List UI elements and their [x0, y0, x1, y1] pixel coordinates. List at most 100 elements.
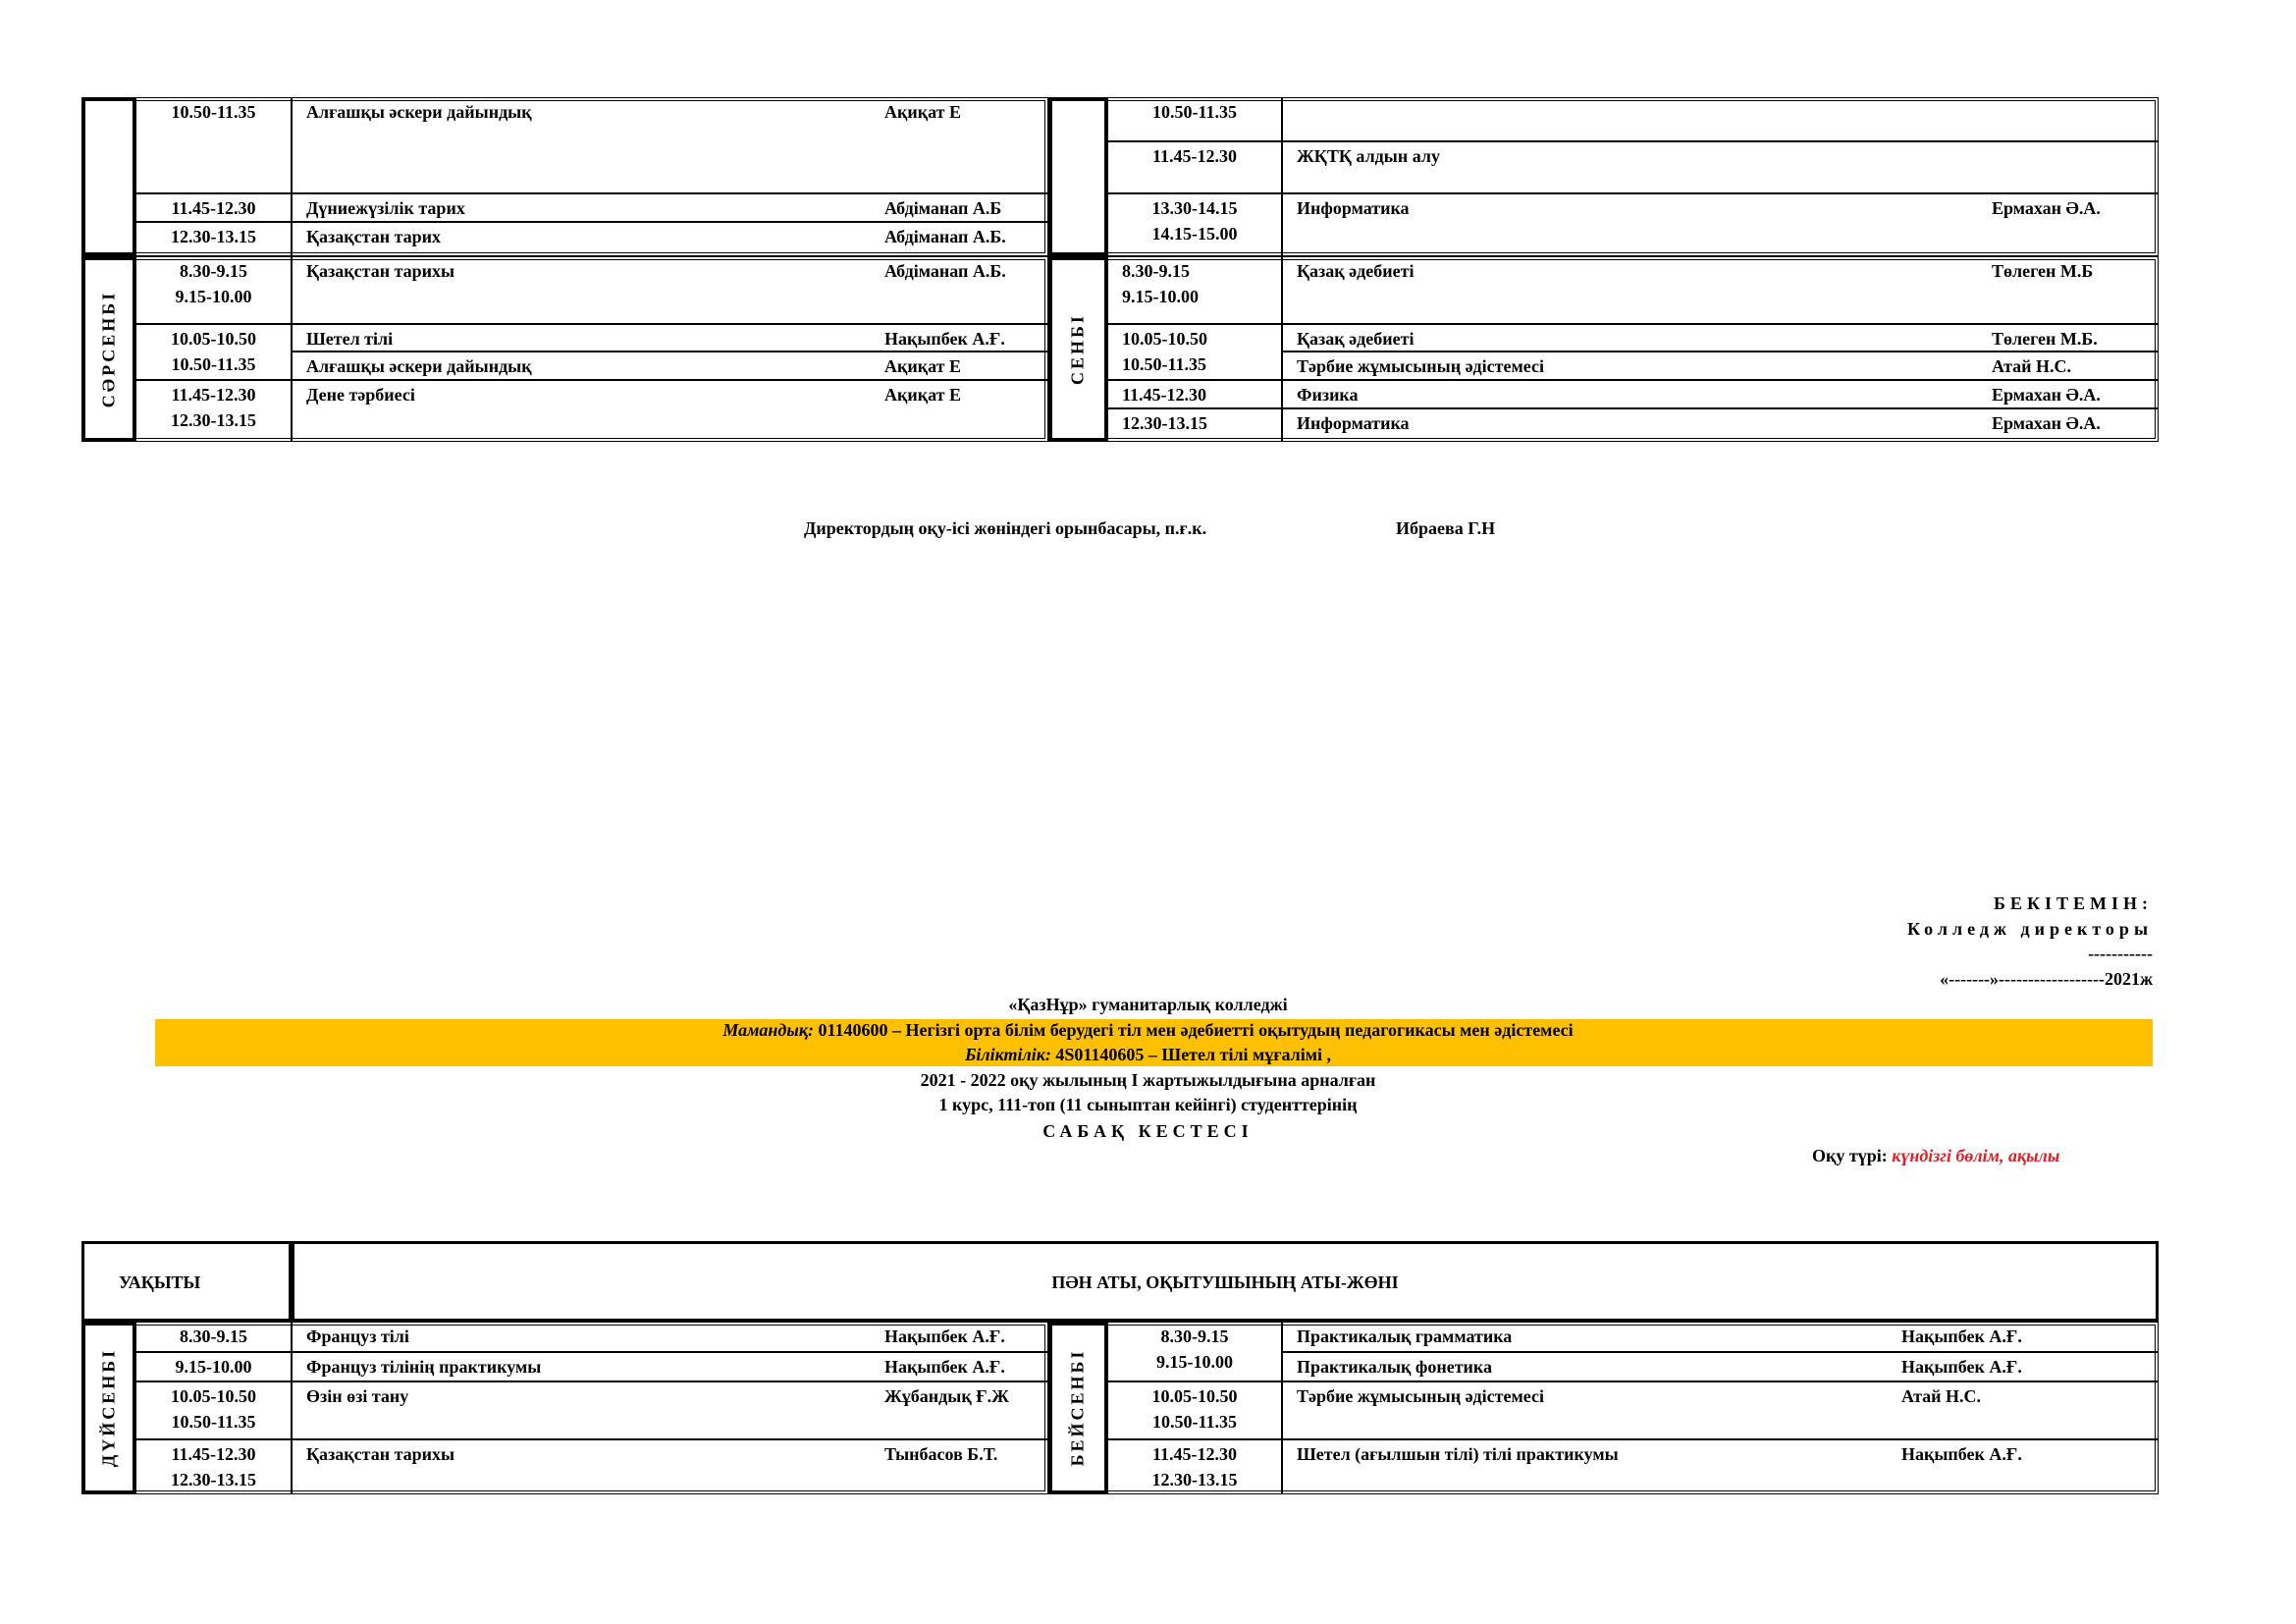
lesson-cell: Физика Ермахан Ә.А. — [1282, 380, 2159, 408]
time-cell: 10.50-11.35 — [1107, 97, 1282, 141]
subject-name: Француз тілінің практикумы — [306, 1357, 542, 1377]
teacher-name: Ермахан Ә.А. — [1992, 385, 2101, 405]
day-label: ДҮЙСЕНБІ — [98, 1347, 118, 1468]
time-cell: 8.30-9.15 9.15-10.00 — [1107, 256, 1282, 324]
lesson-cell: Тәрбие жұмысының әдістемесі Атай Н.С. — [1282, 1381, 2159, 1439]
subject-name: Алғашқы әскери дайындық — [306, 356, 532, 376]
teacher-name: Абдіманап А.Б. — [884, 261, 1006, 281]
qualification-label: Біліктілік: — [964, 1045, 1051, 1064]
teacher-name: Төлеген М.Б. — [1992, 329, 2098, 349]
time-slot: 11.45-12.30 — [171, 385, 256, 405]
subject-name: Қазақ әдебиеті — [1297, 261, 1415, 281]
day-label: СӘРСЕНБІ — [98, 290, 118, 407]
highlight-band — [155, 1019, 2153, 1066]
study-form-label: Оқу түрі: — [1812, 1146, 1888, 1165]
day-label: СЕНБІ — [1067, 312, 1088, 385]
lesson-cell: ЖҚТҚ алдын алу — [1282, 141, 2159, 193]
lesson-cell: Тәрбие жұмысының әдістемесі Атай Н.С. — [1282, 352, 2159, 380]
time-cell: 11.45-12.30 — [135, 193, 292, 222]
lesson-cell: Қазақ әдебиеті Төлеген М.Б. — [1282, 324, 2159, 352]
subject-header-cell: ПӘН АТЫ, ОҚЫТУШЫНЫҢ АТЫ-ЖӨНІ — [292, 1241, 2159, 1322]
subject-name: Қазақстан тарихы — [306, 261, 455, 281]
time-cell: 12.30-13.15 — [135, 222, 292, 256]
lesson-cell: Француз тілінің практикумы Нақыпбек А.Ғ. — [292, 1352, 1048, 1381]
time-slot: 8.30-9.15 — [180, 1326, 247, 1346]
subject-name: Тәрбие жұмысының әдістемесі — [1297, 1386, 1544, 1406]
academic-year: 2021 - 2022 оқу жылының I жартыжылдығына… — [920, 1070, 1376, 1090]
time-cell: 12.30-13.15 — [1107, 408, 1282, 442]
time-cell: 11.45-12.30 — [1107, 141, 1282, 193]
subject-name: Алғашқы әскери дайындық — [306, 102, 532, 122]
teacher-name: Абдіманап А.Б — [884, 198, 1002, 218]
time-cell: 10.05-10.50 10.50-11.35 — [135, 324, 292, 380]
time-slot: 10.50-11.35 — [1151, 102, 1237, 122]
subject-name: Информатика — [1297, 198, 1410, 218]
subject-name: Қазақстан тарихы — [306, 1444, 455, 1464]
subject-name: Практикалық грамматика — [1297, 1326, 1513, 1346]
lesson-cell: Шетел (ағылшын тілі) тілі практикумы Нақы… — [1282, 1439, 2159, 1494]
time-cell: 10.05-10.50 10.50-11.35 — [1107, 1381, 1282, 1439]
subject-name: ЖҚТҚ алдын алу — [1297, 146, 1440, 166]
time-slot: 12.30-13.15 — [171, 227, 256, 246]
subject-header: ПӘН АТЫ, ОҚЫТУШЫНЫҢ АТЫ-ЖӨНІ — [1051, 1272, 1399, 1292]
approval-date: «-------»------------------2021ж — [1940, 969, 2153, 989]
lesson-cell: Дене тәрбиесі Ақиқат Е — [292, 380, 1048, 442]
lesson-cell: Алғашқы әскери дайындық Ақиқат Е — [292, 97, 1048, 193]
teacher-name: Атай Н.С. — [1901, 1386, 1982, 1406]
time-slot: 11.45-12.30 — [1122, 385, 1207, 405]
approval-title: БЕКІТЕМІН: — [1994, 893, 2153, 913]
time-slot: 10.50-11.35 — [171, 1412, 256, 1432]
time-slot: 10.50-11.35 — [1151, 1412, 1237, 1432]
subject-name: Шетел (ағылшын тілі) тілі практикумы — [1297, 1444, 1619, 1464]
teacher-name: Жұбандық Ғ.Ж — [884, 1386, 1009, 1406]
specialty-value: 01140600 – Негізгі орта білім берудегі т… — [813, 1020, 1574, 1040]
time-cell: 8.30-9.15 — [135, 1322, 292, 1352]
time-cell: 13.30-14.15 14.15-15.00 — [1107, 193, 1282, 256]
teacher-name: Нақыпбек А.Ғ. — [884, 329, 1005, 349]
time-slot: 10.50-11.35 — [1122, 354, 1207, 374]
time-slot: 10.05-10.50 — [171, 1386, 256, 1406]
time-slot: 10.05-10.50 — [1151, 1386, 1238, 1406]
signature-name: Ибраева Г.Н — [1396, 518, 1496, 538]
teacher-name: Ермахан Ә.А. — [1992, 198, 2101, 218]
time-cell: 11.45-12.30 12.30-13.15 — [135, 380, 292, 442]
time-slot: 11.45-12.30 — [1151, 1444, 1237, 1464]
time-slot: 10.50-11.35 — [171, 354, 256, 374]
teacher-name: Атай Н.С. — [1992, 356, 2072, 376]
approval-line: ----------- — [2088, 944, 2153, 963]
time-slot: 10.05-10.50 — [171, 329, 256, 349]
group-line: 1 курс, 111-топ (11 сыныптан кейінгі) ст… — [938, 1095, 1358, 1114]
time-header: УАҚЫТЫ — [119, 1272, 201, 1292]
teacher-name: Нақыпбек А.Ғ. — [884, 1357, 1005, 1377]
lesson-cell: Алғашқы әскери дайындық Ақиқат Е — [292, 352, 1048, 380]
subject-name: Дүниежүзілік тарих — [306, 198, 465, 218]
teacher-name: Ақиқат Е — [884, 356, 961, 376]
qualification-value: 4S01140605 – Шетел тілі мұғалімі , — [1050, 1045, 1332, 1064]
time-slot: 12.30-13.15 — [171, 410, 256, 430]
time-slot: 11.45-12.30 — [171, 198, 256, 218]
subject-name: Шетел тілі — [306, 329, 394, 349]
teacher-name: Нақыпбек А.Ғ. — [1901, 1326, 2022, 1346]
subject-name: Француз тілі — [306, 1326, 409, 1346]
lesson-cell: Дүниежүзілік тарих Абдіманап А.Б — [292, 193, 1048, 222]
day-cell — [81, 97, 135, 256]
time-cell: 11.45-12.30 12.30-13.15 — [135, 1439, 292, 1494]
college-name: «ҚазНұр» гуманитарлық колледжі — [1008, 995, 1288, 1014]
time-slot: 8.30-9.15 — [1122, 261, 1190, 281]
qualification-line: Біліктілік: 4S01140605 – Шетел тілі мұға… — [0, 1045, 2296, 1065]
subject-name: Өзін өзі тану — [306, 1386, 409, 1406]
time-cell: 9.15-10.00 — [135, 1352, 292, 1381]
time-slot: 11.45-12.30 — [171, 1444, 256, 1464]
lesson-cell — [1282, 97, 2159, 141]
time-slot: 8.30-9.15 — [180, 261, 247, 281]
lesson-cell: Қазақстан тарих Абдіманап А.Б. — [292, 222, 1048, 256]
study-form: Оқу түрі: күндізгі бөлім, ақылы — [1812, 1146, 2059, 1166]
teacher-name: Ақиқат Е — [884, 385, 961, 405]
time-slot: 14.15-15.00 — [1151, 224, 1238, 244]
lesson-cell: Информатика Ермахан Ә.А. — [1282, 193, 2159, 256]
lesson-cell: Практикалық грамматика Нақыпбек А.Ғ. — [1282, 1322, 2159, 1352]
time-slot: 12.30-13.15 — [1151, 1470, 1238, 1489]
time-slot: 9.15-10.00 — [1156, 1352, 1233, 1372]
time-cell: 8.30-9.15 9.15-10.00 — [1107, 1322, 1282, 1381]
subject-name: Дене тәрбиесі — [306, 385, 415, 405]
